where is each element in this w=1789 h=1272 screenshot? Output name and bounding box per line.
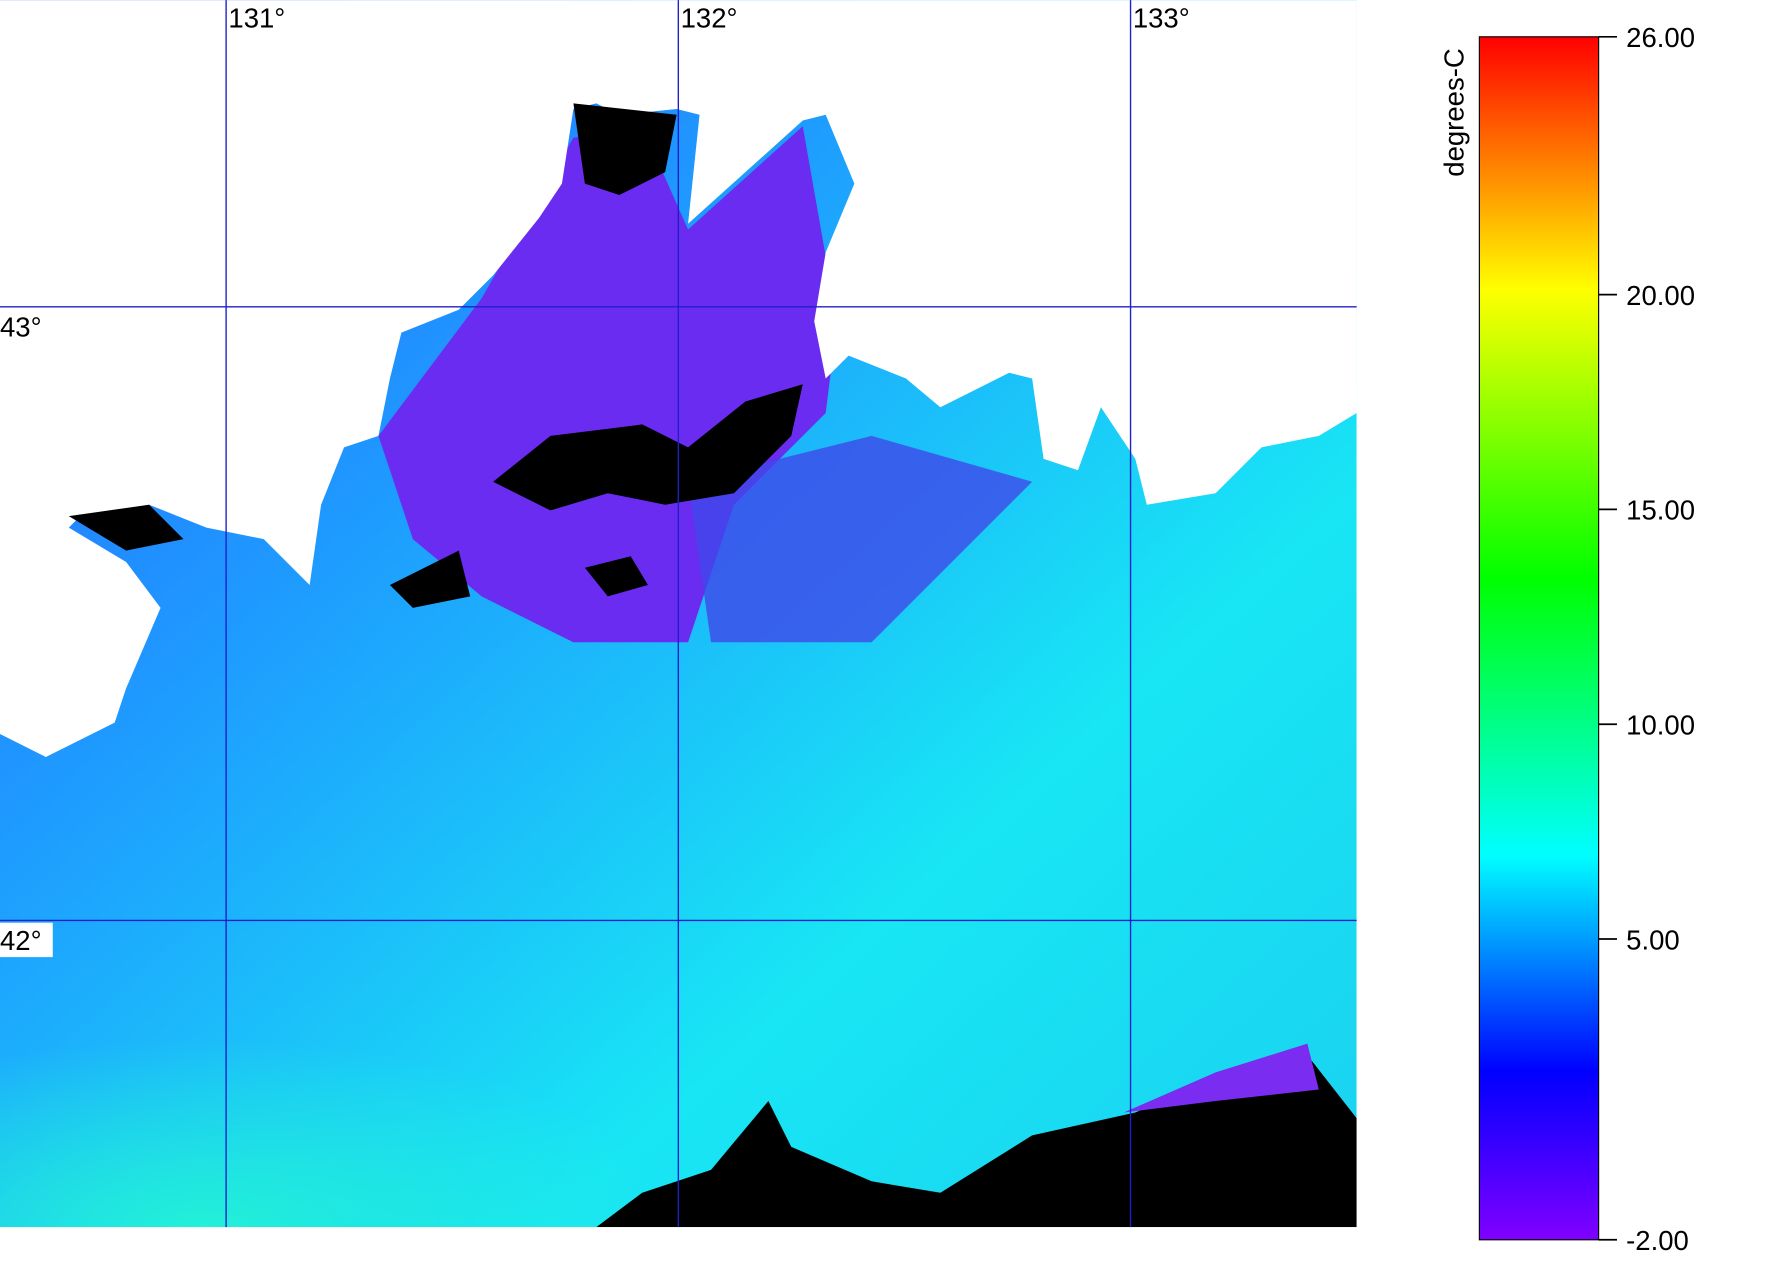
cold-edge [1123, 1043, 1319, 1113]
colorbar [1478, 36, 1600, 1241]
latitude-label: 43° [0, 312, 42, 343]
land [0, 0, 1357, 757]
cloud [493, 384, 803, 511]
colorbar-tick-label: 5.00 [1626, 924, 1680, 955]
colorbar-tick-label: 26.00 [1626, 22, 1695, 53]
cool-water [688, 435, 1033, 643]
colorbar-tick-label: -2.00 [1626, 1225, 1689, 1256]
cloud [389, 550, 471, 608]
label-background [0, 309, 53, 344]
colorbar-title: degrees-C [1438, 48, 1469, 176]
label-background [0, 922, 53, 958]
graticule: 131° 132° 133° 43° 42° [0, 0, 1357, 1228]
colorbar-ticks: 26.00 20.00 15.00 10.00 5.00 -2.00 [1598, 22, 1695, 1256]
colorbar-tick-label: 15.00 [1626, 495, 1695, 526]
cloud [573, 103, 677, 196]
longitude-label: 131° [228, 3, 285, 34]
latitude-label: 42° [0, 925, 42, 956]
colorbar-tick-label: 10.00 [1626, 710, 1695, 741]
cloud [584, 556, 648, 597]
longitude-label: 133° [1133, 3, 1190, 34]
cloud [68, 504, 184, 551]
cloud [596, 1055, 1357, 1228]
colorbar-tick-label: 20.00 [1626, 280, 1695, 311]
longitude-label: 132° [681, 3, 738, 34]
